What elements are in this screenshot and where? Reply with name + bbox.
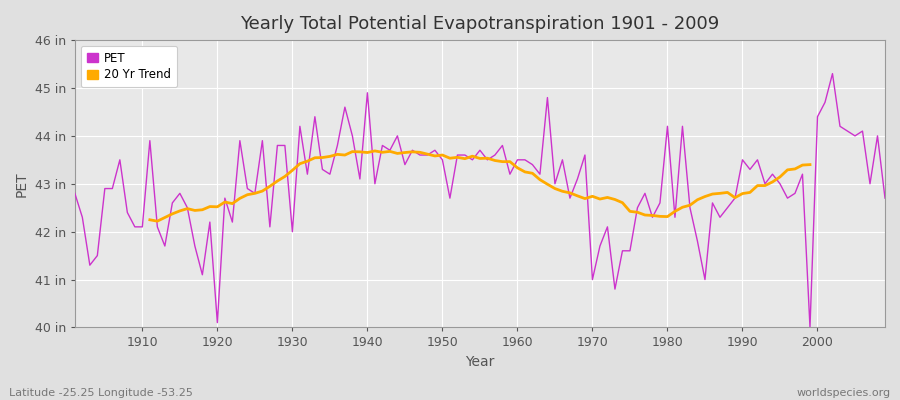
- Title: Yearly Total Potential Evapotranspiration 1901 - 2009: Yearly Total Potential Evapotranspiratio…: [240, 15, 719, 33]
- Text: Latitude -25.25 Longitude -53.25: Latitude -25.25 Longitude -53.25: [9, 388, 193, 398]
- Legend: PET, 20 Yr Trend: PET, 20 Yr Trend: [81, 46, 177, 87]
- Text: worldspecies.org: worldspecies.org: [796, 388, 891, 398]
- Y-axis label: PET: PET: [15, 171, 29, 196]
- X-axis label: Year: Year: [465, 355, 495, 369]
